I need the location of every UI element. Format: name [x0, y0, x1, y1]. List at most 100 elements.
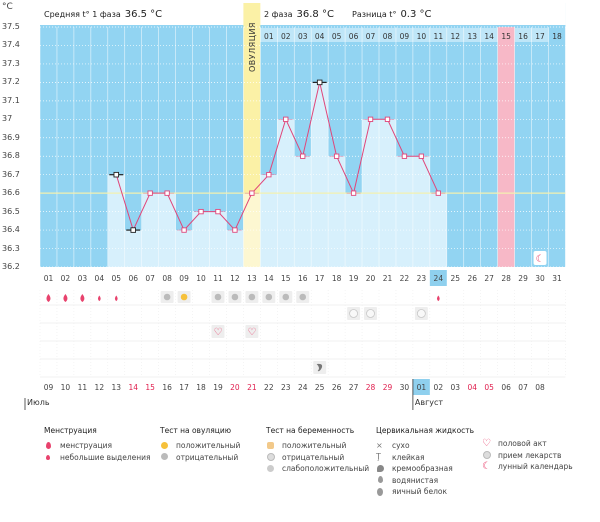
grey-circle-icon: [231, 293, 239, 301]
drop-icon: [114, 295, 118, 302]
y-tick-label: 37.3: [2, 58, 20, 68]
drop-icon: [44, 441, 54, 451]
y-tick-label: 36.9: [2, 132, 20, 142]
cycle-day-label: 10: [196, 274, 206, 283]
calendar-date: 09: [44, 383, 54, 392]
temperature-bar: [107, 174, 125, 267]
drop-icon: [80, 294, 85, 302]
legend-title: Тест на беременность: [266, 426, 355, 435]
cycle-day-label: 05: [112, 274, 122, 283]
drop-icon: [46, 294, 51, 302]
calendar-date: 10: [61, 383, 71, 392]
temperature-point: [113, 171, 120, 178]
drop-icon: [436, 295, 440, 302]
phase1-average: Средняя t° 1 фаза 36.5 °C: [44, 3, 162, 25]
cycle-day-label: 30: [535, 274, 545, 283]
calendar-date: 14: [128, 383, 138, 392]
temperature-bar: [209, 211, 227, 267]
cycle-day-label: 29: [518, 274, 528, 283]
top-day-label: 15: [501, 32, 511, 41]
temperature-point: [130, 227, 136, 233]
y-tick-label: 36.4: [2, 225, 20, 235]
y-tick-label: 37.4: [2, 40, 20, 50]
grey-circle-icon: [282, 293, 290, 301]
calendar-date: 03: [451, 383, 461, 392]
calendar-date: 19: [213, 383, 223, 392]
cycle-day-label: 20: [366, 274, 376, 283]
temperature-bar: [260, 174, 278, 267]
calendar-date: 30: [400, 383, 410, 392]
top-day-label: 08: [383, 32, 393, 41]
header-band: [40, 3, 566, 25]
y-tick-label: 37.2: [2, 77, 20, 87]
calendar-date: 17: [179, 383, 189, 392]
legend-item: клейкая: [392, 452, 425, 462]
cycle-day-label: 01: [44, 274, 54, 283]
grey-circle-icon: [160, 452, 170, 462]
y-tick-label: 37: [2, 114, 13, 124]
cycle-day-label: 06: [128, 274, 138, 283]
top-day-label: 18: [552, 32, 562, 41]
top-day-label: 04: [315, 32, 325, 41]
temperature-point: [418, 153, 425, 159]
temperature-bar: [192, 211, 210, 267]
temperature-point: [266, 172, 272, 178]
cycle-day-label: 04: [95, 274, 105, 283]
y-tick-label: 36.3: [2, 243, 20, 253]
top-day-label: 06: [349, 32, 359, 41]
cycle-day-label: 09: [179, 274, 189, 283]
legend-title: Тест на овуляцию: [160, 426, 232, 435]
calendar-date: 23: [281, 383, 291, 392]
legend-item: слабоположительный: [282, 464, 370, 474]
cycle-day-label: 23: [417, 274, 427, 283]
creamy-icon: [376, 464, 386, 474]
top-day-label: 07: [366, 32, 376, 41]
temperature-bar: [226, 230, 244, 267]
heart-icon: ♡: [482, 437, 491, 449]
legend-other: ♡ половой акт прием лекарств ☾ лунный кале…: [482, 438, 573, 473]
temperature-point: [198, 208, 204, 215]
temperature-point: [300, 153, 306, 159]
top-day-label: 01: [264, 32, 274, 41]
top-day-label: 09: [400, 32, 410, 41]
temperature-point: [232, 227, 238, 233]
cycle-day-label: 07: [145, 274, 155, 283]
legend-item: яичный белок: [392, 487, 448, 497]
y-tick-label: 37.5: [2, 22, 20, 31]
temperature-bar: [345, 193, 363, 267]
cycle-day-label: 28: [501, 274, 511, 283]
calendar-date: 27: [349, 383, 359, 392]
temperature-bar: [243, 193, 261, 267]
grey-circle-icon: [299, 293, 307, 301]
sun-icon: [160, 441, 170, 451]
legend-title: Менструация: [44, 426, 97, 435]
cycle-day-label: 15: [281, 274, 291, 283]
calendar-date: 28: [366, 383, 376, 392]
drop-icon: [97, 295, 101, 302]
phase2-value: 36.8 °C: [296, 8, 334, 20]
cycle-day-label: 02: [61, 274, 71, 283]
pill-icon: [349, 309, 358, 318]
temperature-bar: [328, 156, 346, 267]
legend-item: сухо: [392, 441, 410, 451]
y-tick-label: 37.1: [2, 95, 20, 105]
temperature-bar: [429, 193, 447, 267]
calendar-date: 07: [518, 383, 528, 392]
cycle-day-label: 14: [264, 274, 274, 283]
diff-label: Разница t°: [352, 9, 397, 19]
legend-item: кремообразная: [392, 464, 453, 474]
cross-icon: ×: [376, 440, 383, 450]
top-day-label: 14: [484, 32, 494, 41]
legend-item: положительный: [282, 441, 347, 451]
cycle-day-label: 12: [230, 274, 240, 283]
grey-circle-icon: [214, 293, 222, 301]
pill-icon: [366, 309, 375, 318]
phase1-label: Средняя t° 1 фаза: [44, 9, 121, 19]
ovulation-label: ОВУЛЯЦИЯ: [248, 22, 257, 72]
calendar-date: 05: [484, 383, 494, 392]
cycle-day-label: 11: [213, 274, 223, 283]
diff-value: 0.3 °C: [400, 8, 432, 20]
temperature-point: [164, 190, 170, 196]
egg-white-icon: [376, 487, 386, 497]
